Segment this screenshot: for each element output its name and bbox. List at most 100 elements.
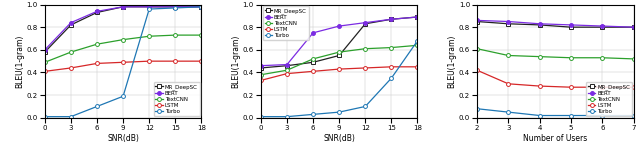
BERT — [598, 25, 606, 27]
Turbo — [309, 114, 317, 115]
TextCNN — [388, 47, 396, 48]
TextCNN — [198, 34, 205, 36]
LSTM — [145, 60, 153, 62]
Turbo — [172, 7, 179, 9]
Line: Turbo: Turbo — [475, 107, 636, 117]
TextCNN — [413, 44, 421, 46]
LSTM — [283, 73, 291, 74]
Legend: MR_DeepSC, BERT, TextCNN, LSTM, Turbo: MR_DeepSC, BERT, TextCNN, LSTM, Turbo — [586, 82, 632, 116]
LSTM — [119, 61, 127, 63]
MR_DeepSC — [309, 61, 317, 63]
BERT — [536, 23, 543, 25]
BERT — [504, 21, 512, 22]
BERT — [172, 6, 179, 8]
LSTM — [198, 60, 205, 62]
BERT — [335, 25, 343, 27]
MR_DeepSC — [145, 6, 153, 8]
LSTM — [362, 67, 369, 69]
TextCNN — [145, 35, 153, 37]
Y-axis label: BLEU(1-gram): BLEU(1-gram) — [447, 34, 456, 88]
BERT — [567, 24, 575, 26]
TextCNN — [67, 51, 75, 53]
Line: LSTM: LSTM — [43, 59, 204, 73]
Line: TextCNN: TextCNN — [43, 33, 204, 64]
TextCNN — [536, 56, 543, 58]
MR_DeepSC — [119, 6, 127, 8]
Turbo — [598, 115, 606, 116]
BERT — [362, 22, 369, 24]
TextCNN — [119, 39, 127, 41]
Line: BERT: BERT — [259, 15, 419, 68]
LSTM — [413, 66, 421, 68]
Turbo — [93, 106, 101, 107]
MR_DeepSC — [362, 23, 369, 25]
MR_DeepSC — [257, 67, 265, 69]
LSTM — [473, 69, 481, 71]
Line: BERT: BERT — [43, 5, 204, 52]
Turbo — [362, 106, 369, 107]
BERT — [198, 6, 205, 8]
MR_DeepSC — [536, 24, 543, 26]
Turbo — [388, 77, 396, 79]
TextCNN — [172, 34, 179, 36]
BERT — [41, 49, 49, 51]
BERT — [283, 64, 291, 66]
MR_DeepSC — [630, 26, 637, 28]
Line: MR_DeepSC: MR_DeepSC — [43, 5, 204, 54]
X-axis label: Number of Users: Number of Users — [523, 133, 588, 143]
MR_DeepSC — [598, 26, 606, 28]
Legend: MR_DeepSC, BERT, TextCNN, LSTM, Turbo: MR_DeepSC, BERT, TextCNN, LSTM, Turbo — [154, 82, 200, 116]
Turbo — [119, 95, 127, 97]
MR_DeepSC — [567, 26, 575, 28]
LSTM — [504, 83, 512, 85]
LSTM — [388, 66, 396, 68]
MR_DeepSC — [41, 51, 49, 53]
BERT — [630, 26, 637, 28]
MR_DeepSC — [93, 11, 101, 13]
LSTM — [67, 67, 75, 69]
Turbo — [630, 115, 637, 116]
TextCNN — [362, 48, 369, 50]
Y-axis label: BLEU(1-gram): BLEU(1-gram) — [15, 34, 24, 88]
LSTM — [257, 79, 265, 81]
MR_DeepSC — [413, 16, 421, 18]
MR_DeepSC — [283, 65, 291, 67]
BERT — [413, 16, 421, 18]
TextCNN — [598, 57, 606, 59]
X-axis label: SNR(dB): SNR(dB) — [107, 133, 139, 143]
Line: MR_DeepSC: MR_DeepSC — [259, 15, 419, 70]
Turbo — [536, 115, 543, 116]
BERT — [93, 10, 101, 12]
MR_DeepSC — [67, 24, 75, 26]
LSTM — [630, 86, 637, 88]
X-axis label: SNR(dB): SNR(dB) — [323, 133, 355, 143]
Line: TextCNN: TextCNN — [475, 47, 636, 61]
Y-axis label: BLEU(1-gram): BLEU(1-gram) — [231, 34, 240, 88]
Turbo — [473, 108, 481, 110]
TextCNN — [567, 57, 575, 59]
TextCNN — [630, 58, 637, 60]
MR_DeepSC — [335, 55, 343, 56]
BERT — [388, 18, 396, 20]
BERT — [145, 6, 153, 8]
Line: BERT: BERT — [475, 18, 636, 29]
MR_DeepSC — [172, 6, 179, 8]
Turbo — [198, 6, 205, 8]
LSTM — [598, 86, 606, 88]
Line: LSTM: LSTM — [259, 65, 419, 82]
TextCNN — [335, 51, 343, 53]
Line: MR_DeepSC: MR_DeepSC — [475, 20, 636, 29]
Legend: MR_DeepSC, BERT, TextCNN, LSTM, Turbo: MR_DeepSC, BERT, TextCNN, LSTM, Turbo — [262, 6, 308, 40]
BERT — [257, 65, 265, 67]
BERT — [473, 19, 481, 21]
TextCNN — [41, 61, 49, 63]
TextCNN — [257, 74, 265, 76]
BERT — [119, 6, 127, 8]
LSTM — [335, 68, 343, 70]
TextCNN — [473, 48, 481, 50]
TextCNN — [283, 69, 291, 71]
Line: Turbo: Turbo — [259, 39, 419, 119]
Turbo — [335, 111, 343, 113]
TextCNN — [504, 55, 512, 56]
LSTM — [172, 60, 179, 62]
